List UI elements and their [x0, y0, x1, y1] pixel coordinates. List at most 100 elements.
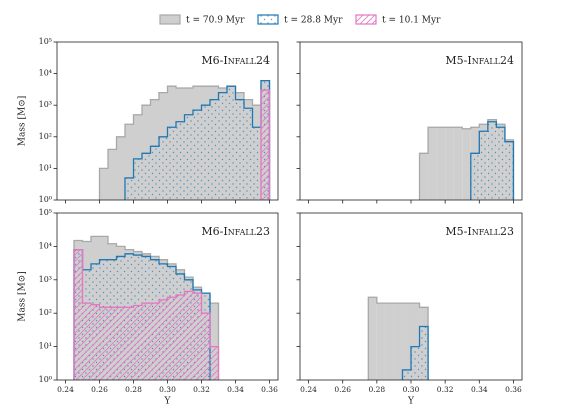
histogram-bar	[419, 153, 429, 200]
histogram-bar	[176, 295, 185, 380]
histogram-bar	[453, 127, 463, 200]
histogram-bar	[462, 128, 471, 200]
histogram-bar	[393, 303, 403, 380]
x-tick-label: 0.24	[57, 385, 74, 394]
legend-label: t = 70.9 Myr	[186, 16, 245, 26]
x-tick-label: 0.28	[125, 385, 142, 394]
histogram-bar	[411, 346, 420, 380]
histogram-bar	[159, 136, 168, 200]
histogram-outline	[73, 248, 211, 380]
histogram-bar	[142, 303, 151, 380]
x-tick-label: 0.32	[437, 385, 454, 394]
histogram-bar	[184, 291, 193, 380]
histogram-bar	[150, 303, 159, 380]
histogram-outline	[401, 325, 429, 380]
y-tick-label: 10⁵	[39, 37, 52, 46]
legend-label: t = 28.8 Myr	[284, 16, 343, 26]
x-tick-label: 0.24	[300, 385, 317, 394]
histogram-outline	[98, 79, 271, 200]
y-tick-label: 10¹	[39, 342, 52, 351]
histogram-bar	[210, 99, 219, 200]
histogram-bar	[479, 131, 488, 200]
y-tick-label: 10¹	[39, 163, 52, 172]
histogram-bar	[99, 307, 108, 380]
histogram-bar	[167, 297, 176, 380]
legend-swatch	[355, 14, 377, 25]
histogram-bar	[368, 297, 377, 380]
y-axis-label: Mass [M⊙]	[18, 96, 28, 146]
x-tick-label: 0.26	[334, 385, 351, 394]
panel-title: M5-Infall24	[445, 54, 514, 67]
histogram-outline	[470, 121, 515, 200]
histogram-bar	[261, 90, 270, 200]
legend-swatch	[257, 14, 279, 25]
histogram-outline	[73, 248, 220, 380]
x-axis-label: Y	[407, 397, 415, 407]
histogram-bar	[133, 305, 142, 380]
histogram-bar	[210, 303, 219, 380]
legend-label: t = 10.1 Myr	[382, 16, 441, 26]
histogram-bar	[227, 86, 236, 200]
x-tick-label: 0.30	[159, 385, 176, 394]
histogram-bar	[125, 124, 134, 200]
histogram-bar	[176, 121, 185, 200]
histogram-bar	[235, 99, 244, 200]
y-tick-label: 10²	[39, 308, 52, 317]
x-tick-label: 0.26	[91, 385, 108, 394]
histogram-bar	[496, 127, 505, 200]
histogram-bar	[82, 303, 91, 380]
histogram-bar	[402, 303, 411, 380]
y-tick-label: 10³	[39, 275, 52, 284]
x-tick-label: 0.36	[505, 385, 522, 394]
histogram-bar	[218, 92, 227, 200]
panel-title: M6-Infall24	[201, 54, 270, 67]
x-tick-label: 0.34	[227, 385, 244, 394]
histogram-bar	[411, 303, 420, 380]
x-tick-label: 0.30	[403, 385, 420, 394]
histogram-bar	[108, 307, 117, 380]
histogram-bar	[99, 168, 108, 200]
y-tick-label: 10⁴	[39, 241, 52, 250]
histogram-bar	[133, 158, 142, 200]
histogram-bar	[116, 136, 125, 200]
y-tick-label: 10⁰	[39, 375, 52, 384]
histogram-bar	[74, 249, 83, 380]
histogram-bar	[133, 114, 142, 200]
legend-swatch	[159, 14, 181, 25]
histogram-bar	[159, 299, 168, 380]
histogram-bar	[428, 127, 437, 200]
histogram-bar	[108, 149, 117, 200]
y-axis-label: Mass [M⊙]	[18, 271, 28, 321]
histogram-bar	[419, 326, 429, 380]
histogram-bar	[184, 114, 193, 200]
panel-title: M6-Infall23	[201, 225, 270, 238]
histogram-bar	[91, 304, 100, 380]
x-tick-label: 0.28	[368, 385, 385, 394]
x-tick-label: 0.36	[261, 385, 278, 394]
histogram-outline	[367, 296, 429, 380]
x-tick-label: 0.32	[193, 385, 210, 394]
histogram-bar	[385, 303, 394, 380]
histogram-bar	[116, 307, 125, 380]
histogram-outline	[124, 79, 271, 200]
histogram-bar	[210, 346, 219, 380]
histogram-bar	[150, 146, 159, 200]
histogram-outline	[260, 89, 271, 200]
histogram-bar	[244, 108, 253, 200]
y-tick-label: 10³	[39, 100, 52, 109]
histogram-bar	[201, 105, 210, 200]
histogram-bar	[402, 369, 411, 380]
histogram-outline	[418, 118, 515, 200]
histogram-bar	[193, 110, 202, 200]
x-tick-label: 0.34	[471, 385, 488, 394]
histogram-bar	[125, 307, 134, 380]
histogram-bar	[445, 127, 454, 200]
histogram-bar	[376, 303, 386, 380]
y-tick-label: 10⁴	[39, 69, 52, 78]
histogram-bar	[252, 127, 261, 200]
histogram-bar	[504, 141, 514, 200]
y-tick-label: 10²	[39, 132, 52, 141]
histogram-bar	[142, 153, 151, 200]
histogram-bar	[142, 105, 151, 200]
